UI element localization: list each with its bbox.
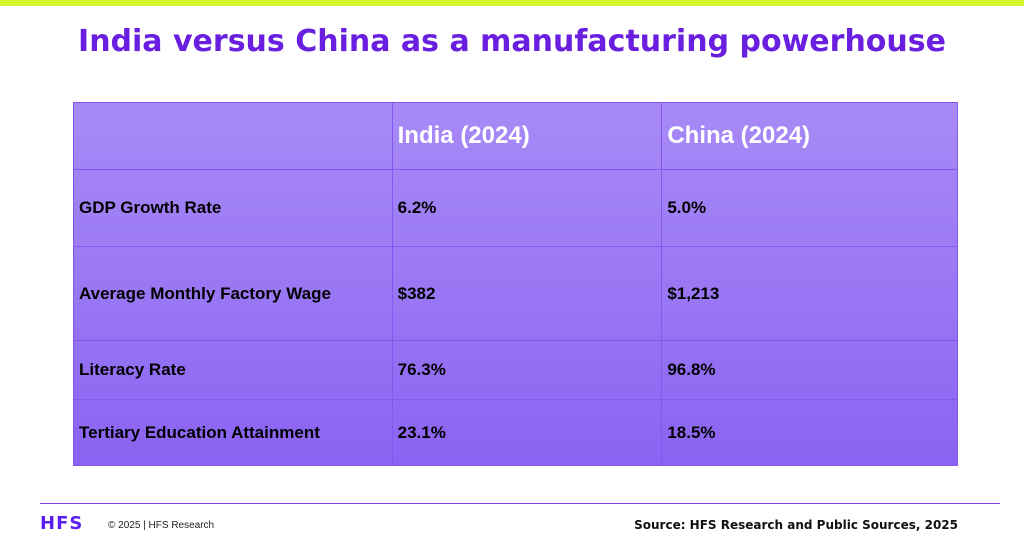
table-header-row: India (2024) China (2024): [73, 102, 958, 170]
top-accent-bar: [0, 0, 1024, 6]
china-value: $1,213: [661, 246, 958, 341]
china-value: 5.0%: [661, 169, 958, 247]
footer-source: Source: HFS Research and Public Sources,…: [634, 518, 958, 532]
table-row: GDP Growth Rate 6.2% 5.0%: [73, 169, 958, 247]
india-value: 6.2%: [391, 169, 663, 247]
table-row: Literacy Rate 76.3% 96.8%: [73, 340, 958, 400]
metric-label: Tertiary Education Attainment: [73, 399, 393, 466]
footer-copyright: © 2025 | HFS Research: [108, 520, 215, 531]
header-cell-china: China (2024): [661, 102, 958, 170]
page-title: India versus China as a manufacturing po…: [78, 24, 946, 59]
table-row: Average Monthly Factory Wage $382 $1,213: [73, 246, 958, 341]
china-value: 18.5%: [661, 399, 958, 466]
comparison-table: India (2024) China (2024) GDP Growth Rat…: [73, 102, 958, 466]
metric-label: GDP Growth Rate: [73, 169, 393, 247]
china-value: 96.8%: [661, 340, 958, 400]
hfs-logo: HFS: [40, 513, 84, 534]
metric-label: Literacy Rate: [73, 340, 393, 400]
header-cell-india: India (2024): [391, 102, 663, 170]
india-value: 76.3%: [391, 340, 663, 400]
metric-label: Average Monthly Factory Wage: [73, 246, 393, 341]
header-cell-empty: [73, 102, 393, 170]
india-value: 23.1%: [391, 399, 663, 466]
table-row: Tertiary Education Attainment 23.1% 18.5…: [73, 399, 958, 466]
india-value: $382: [391, 246, 663, 341]
footer-divider: [40, 503, 1000, 504]
